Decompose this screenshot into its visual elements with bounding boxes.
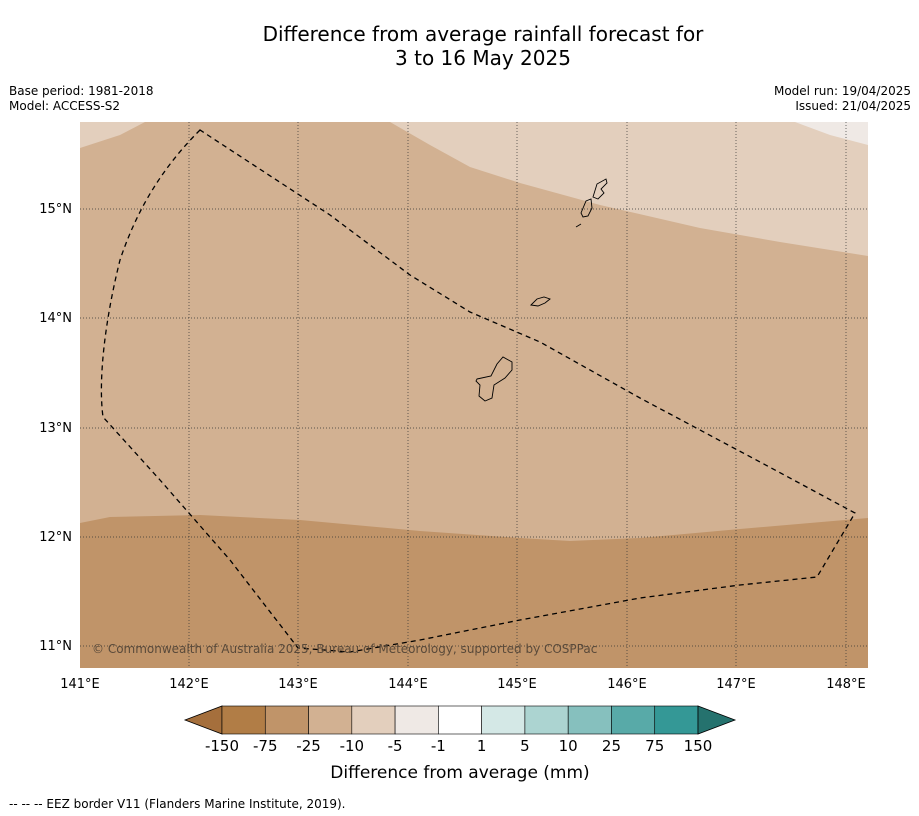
region-nw-minus5-to-minus10 — [80, 122, 145, 148]
map-area: © Commonwealth of Australia 2025, Bureau… — [80, 122, 868, 668]
colorbar-label: 25 — [602, 737, 621, 755]
colorbar-max-arrow — [697, 705, 737, 735]
title-line-1: Difference from average rainfall forecas… — [262, 22, 704, 46]
colorbar-box — [264, 705, 309, 735]
lat-tick-15: 15°N — [39, 202, 72, 217]
model-run: Model run: 19/04/2025 — [773, 84, 911, 98]
copyright-notice: © Commonwealth of Australia 2025, Bureau… — [92, 642, 597, 656]
colorbar-label: -1 — [431, 737, 446, 755]
colorbar-box — [394, 705, 439, 735]
lon-tick-148: 148°E — [826, 677, 866, 692]
lon-ticks: 141°E 142°E 143°E 144°E 145°E 146°E 147°… — [60, 677, 866, 692]
lon-tick-144: 144°E — [388, 677, 428, 692]
region-minus25-to-minus75 — [80, 515, 868, 668]
region-ne-minus5-to-minus10 — [390, 122, 868, 256]
colorbar-boxes — [221, 705, 699, 735]
island-saipan — [592, 178, 608, 200]
island-tinian — [580, 198, 593, 218]
lat-ticks: 15°N 14°N 13°N 12°N 11°N — [39, 202, 72, 654]
issued-date: Issued: 21/04/2025 — [795, 99, 911, 113]
colorbar-label: -10 — [340, 737, 365, 755]
colorbar-box — [221, 705, 266, 735]
model-name: Model: ACCESS-S2 — [9, 99, 121, 113]
colorbar-label: -75 — [253, 737, 278, 755]
colorbar-label: -5 — [388, 737, 403, 755]
colorbar-box — [351, 705, 396, 735]
colorbar-label: -25 — [296, 737, 321, 755]
map-title: Difference from average rainfall forecas… — [0, 22, 919, 70]
colorbar-box — [438, 705, 482, 735]
colorbar-labels: -150 -75 -25 -10 -5 -1 1 5 10 25 75 150 — [205, 737, 712, 755]
colorbar-box — [481, 705, 526, 735]
eez-legend-note: -- -- -- EEZ border V11 (Flanders Marine… — [9, 797, 346, 811]
lat-tick-12: 12°N — [39, 530, 72, 545]
lon-tick-142: 142°E — [169, 677, 209, 692]
colorbar: -150 -75 -25 -10 -5 -1 1 5 10 25 75 150 Difference … — [183, 705, 737, 783]
colorbar-label: 75 — [645, 737, 664, 755]
lon-tick-146: 146°E — [607, 677, 647, 692]
colorbar-box — [524, 705, 569, 735]
lat-tick-11: 11°N — [39, 639, 72, 654]
lon-tick-147: 147°E — [716, 677, 756, 692]
lon-tick-145: 145°E — [497, 677, 537, 692]
eez-border — [100, 129, 856, 653]
colorbar-label: 10 — [559, 737, 578, 755]
colorbar-title: Difference from average (mm) — [330, 763, 589, 783]
title-line-2: 3 to 16 May 2025 — [395, 46, 571, 70]
lon-tick-143: 143°E — [278, 677, 318, 692]
island-aguijan — [575, 223, 582, 228]
colorbar-min-arrow — [183, 705, 223, 735]
colorbar-label: 1 — [477, 737, 487, 755]
meta-left: Base period: 1981-2018 Model: ACCESS-S2 — [9, 84, 154, 114]
gridlines — [80, 122, 868, 668]
colorbar-label: 150 — [684, 737, 713, 755]
island-rota — [530, 296, 551, 307]
colorbar-box — [611, 705, 656, 735]
colorbar-label: -150 — [205, 737, 239, 755]
lon-tick-141: 141°E — [60, 677, 100, 692]
colorbar-box — [654, 705, 699, 735]
lat-tick-13: 13°N — [39, 421, 72, 436]
lat-tick-14: 14°N — [39, 311, 72, 326]
region-ne-minus1-to-minus5 — [795, 122, 868, 145]
island-guam — [475, 356, 513, 402]
base-period: Base period: 1981-2018 — [9, 84, 154, 98]
meta-right: Model run: 19/04/2025 Issued: 21/04/2025 — [774, 84, 911, 114]
colorbar-box — [308, 705, 353, 735]
colorbar-label: 5 — [520, 737, 530, 755]
colorbar-box — [567, 705, 612, 735]
